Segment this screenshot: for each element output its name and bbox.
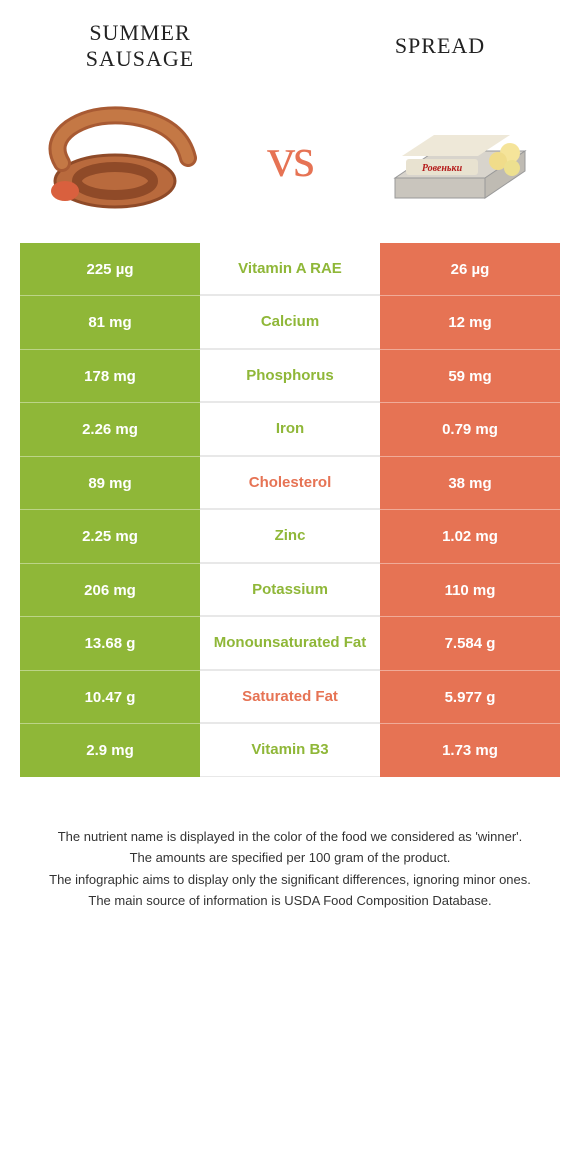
value-left: 225 µg (20, 243, 200, 296)
nutrient-name: Vitamin A RAE (200, 243, 380, 296)
table-row: 13.68 gMonounsaturated Fat7.584 g (20, 616, 560, 670)
nutrient-name: Monounsaturated Fat (200, 616, 380, 670)
value-left: 206 mg (20, 563, 200, 617)
nutrient-name: Vitamin B3 (200, 723, 380, 777)
table-row: 225 µgVitamin A RAE26 µg (20, 243, 560, 296)
value-right: 0.79 mg (380, 402, 560, 456)
table-row: 89 mgCholesterol38 mg (20, 456, 560, 510)
value-left: 178 mg (20, 349, 200, 403)
nutrient-name: Cholesterol (200, 456, 380, 510)
nutrient-name: Zinc (200, 509, 380, 563)
table-row: 178 mgPhosphorus59 mg (20, 349, 560, 403)
value-right: 1.02 mg (380, 509, 560, 563)
title-right: Spread (350, 33, 530, 59)
food-image-right: Ровеньки (380, 103, 540, 213)
nutrient-name: Potassium (200, 563, 380, 617)
value-left: 2.26 mg (20, 402, 200, 456)
footer-notes: The nutrient name is displayed in the co… (0, 777, 580, 933)
value-right: 12 mg (380, 295, 560, 349)
value-right: 38 mg (380, 456, 560, 510)
value-right: 7.584 g (380, 616, 560, 670)
footer-line: The amounts are specified per 100 gram o… (40, 848, 540, 868)
nutrient-name: Calcium (200, 295, 380, 349)
table-row: 2.26 mgIron0.79 mg (20, 402, 560, 456)
value-left: 2.9 mg (20, 723, 200, 777)
nutrient-name: Saturated Fat (200, 670, 380, 724)
table-row: 206 mgPotassium110 mg (20, 563, 560, 617)
svg-text:Ровеньки: Ровеньки (422, 163, 463, 174)
food-image-left (40, 103, 200, 213)
footer-line: The main source of information is USDA F… (40, 891, 540, 911)
value-left: 81 mg (20, 295, 200, 349)
footer-line: The nutrient name is displayed in the co… (40, 827, 540, 847)
nutrient-name: Phosphorus (200, 349, 380, 403)
table-row: 2.25 mgZinc1.02 mg (20, 509, 560, 563)
table-row: 2.9 mgVitamin B31.73 mg (20, 723, 560, 777)
header: Summer Sausage Spread (0, 0, 580, 83)
table-row: 10.47 gSaturated Fat5.977 g (20, 670, 560, 724)
value-right: 5.977 g (380, 670, 560, 724)
value-left: 10.47 g (20, 670, 200, 724)
title-left: Summer Sausage (50, 20, 230, 73)
nutrient-name: Iron (200, 402, 380, 456)
table-row: 81 mgCalcium12 mg (20, 295, 560, 349)
value-left: 89 mg (20, 456, 200, 510)
comparison-table: 225 µgVitamin A RAE26 µg81 mgCalcium12 m… (20, 243, 560, 777)
value-right: 1.73 mg (380, 723, 560, 777)
value-left: 13.68 g (20, 616, 200, 670)
images-row: vs Ровеньки (0, 83, 580, 243)
footer-line: The infographic aims to display only the… (40, 870, 540, 890)
value-left: 2.25 mg (20, 509, 200, 563)
vs-label: vs (267, 126, 313, 190)
value-right: 110 mg (380, 563, 560, 617)
value-right: 59 mg (380, 349, 560, 403)
value-right: 26 µg (380, 243, 560, 296)
